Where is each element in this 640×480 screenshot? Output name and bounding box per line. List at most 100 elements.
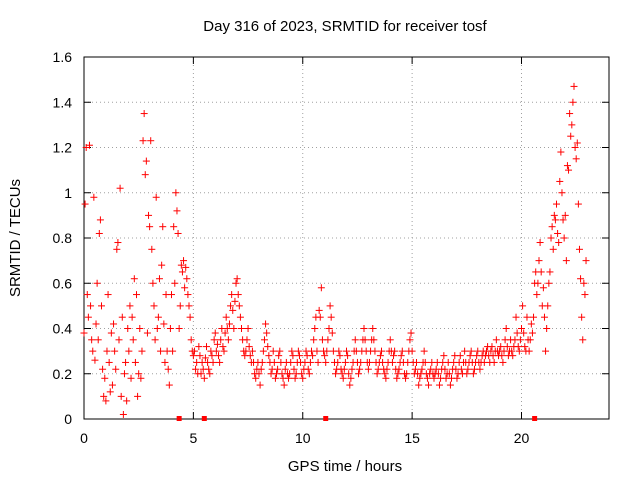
grid	[84, 57, 609, 419]
data-point	[310, 336, 318, 344]
data-point	[205, 365, 213, 373]
data-point	[175, 325, 183, 332]
data-point	[551, 216, 559, 224]
data-point	[157, 347, 165, 355]
data-point	[153, 325, 161, 332]
data-point	[516, 336, 524, 344]
data-point	[104, 291, 112, 299]
data-point	[527, 320, 535, 328]
data-point	[161, 358, 169, 366]
data-point	[128, 313, 136, 321]
data-point	[513, 329, 521, 337]
data-point	[151, 336, 159, 344]
data-point	[345, 370, 353, 378]
data-point	[371, 347, 379, 355]
data-point	[196, 352, 204, 360]
data-point	[534, 279, 542, 287]
data-point	[498, 352, 506, 360]
data-point	[130, 275, 138, 283]
data-point	[346, 381, 354, 389]
data-point	[119, 410, 127, 418]
data-point	[148, 245, 156, 253]
data-point	[152, 193, 160, 201]
data-point	[211, 329, 219, 337]
data-point	[286, 370, 294, 378]
data-point	[287, 358, 295, 366]
data-point	[103, 347, 111, 355]
data-point	[197, 370, 205, 378]
data-point	[356, 365, 364, 373]
data-point	[520, 329, 528, 337]
data-point	[112, 365, 120, 373]
data-point	[124, 325, 132, 332]
data-point	[306, 358, 314, 366]
data-point	[341, 358, 349, 366]
data-point	[351, 336, 359, 344]
data-point	[227, 302, 235, 310]
data-point	[243, 336, 251, 344]
data-point	[203, 343, 210, 351]
data-point	[136, 325, 144, 332]
data-point	[165, 381, 173, 389]
data-point	[143, 329, 151, 337]
data-point	[105, 358, 113, 366]
data-point	[137, 374, 145, 382]
x-tick-label: 15	[404, 430, 420, 446]
data-point	[328, 329, 336, 337]
data-point	[391, 347, 399, 355]
data-point	[562, 257, 570, 265]
data-point	[95, 229, 103, 237]
data-point	[394, 370, 402, 378]
data-point	[403, 370, 411, 378]
data-point	[383, 365, 391, 373]
data-point	[567, 132, 575, 140]
data-point	[580, 279, 588, 287]
data-point	[515, 347, 523, 355]
data-point	[110, 320, 118, 328]
data-point	[118, 313, 126, 321]
data-point	[232, 279, 240, 287]
data-point	[435, 381, 443, 389]
data-point	[413, 358, 420, 366]
data-point	[173, 207, 181, 215]
data-point	[155, 275, 163, 283]
data-point	[314, 358, 322, 366]
data-point	[514, 343, 522, 351]
data-point	[476, 365, 484, 373]
data-point	[348, 365, 356, 373]
data-point	[546, 268, 554, 276]
data-point	[543, 325, 551, 332]
data-point	[526, 336, 534, 344]
data-point	[195, 343, 203, 351]
data-point	[176, 302, 184, 310]
data-point	[291, 374, 299, 382]
data-point	[171, 279, 179, 287]
data-point	[100, 392, 108, 400]
data-point	[129, 336, 137, 344]
data-point	[141, 171, 149, 179]
data-point	[223, 325, 231, 332]
data-point	[235, 302, 243, 310]
data-point	[190, 347, 198, 355]
data-point	[423, 374, 431, 382]
data-point	[397, 352, 405, 360]
data-point	[200, 374, 208, 382]
data-point	[168, 291, 175, 299]
data-point	[545, 279, 553, 287]
data-point	[357, 358, 365, 366]
data-point	[107, 329, 115, 337]
data-point	[229, 306, 237, 314]
data-point	[122, 358, 130, 366]
data-point	[554, 229, 562, 237]
data-point	[298, 370, 306, 378]
data-point	[294, 347, 302, 355]
data-point	[99, 365, 107, 373]
data-point	[126, 302, 134, 310]
data-point	[533, 291, 541, 299]
data-point	[574, 200, 582, 208]
data-point	[430, 374, 438, 382]
data-point	[325, 325, 333, 332]
data-point	[182, 263, 190, 271]
x-axis-label: GPS time / hours	[288, 458, 402, 475]
data-point	[578, 313, 586, 321]
